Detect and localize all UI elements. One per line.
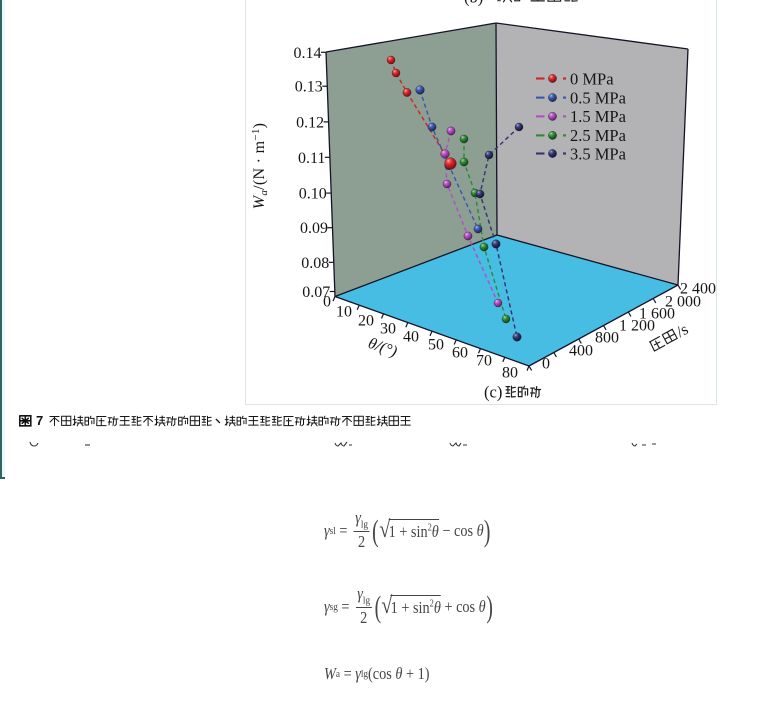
svg-text:0 MPa: 0 MPa (570, 69, 614, 88)
svg-text:0: 0 (323, 294, 331, 311)
svg-text:2 000: 2 000 (665, 294, 701, 311)
svg-text:1 200: 1 200 (619, 318, 655, 335)
svg-text:30: 30 (380, 321, 396, 338)
svg-text:0.12: 0.12 (296, 114, 324, 131)
svg-text:0.07: 0.07 (302, 284, 330, 301)
svg-text:2 400: 2 400 (680, 281, 716, 298)
svg-text:20: 20 (358, 313, 374, 330)
svg-text:0.09: 0.09 (300, 220, 328, 237)
svg-text:3.5 MPa: 3.5 MPa (570, 144, 627, 163)
svg-text:1 600: 1 600 (639, 306, 675, 323)
svg-text:0.10: 0.10 (299, 186, 327, 203)
svg-text:10: 10 (336, 304, 352, 321)
svg-text:θ/(°): θ/(°) (366, 335, 399, 361)
svg-text:2.5 MPa: 2.5 MPa (570, 126, 627, 145)
svg-text:40: 40 (403, 329, 419, 346)
svg-text:0.14: 0.14 (294, 45, 322, 62)
svg-text:0.13: 0.13 (295, 79, 323, 96)
svg-text:800: 800 (595, 330, 619, 347)
svg-text:0.11: 0.11 (298, 150, 325, 167)
svg-text:7: 7 (36, 413, 43, 428)
svg-text:80: 80 (502, 365, 518, 382)
svg-text:0: 0 (542, 356, 550, 373)
svg-text:Wa/(N · m−1): Wa/(N · m−1) (250, 123, 270, 210)
svg-text:400: 400 (569, 343, 593, 360)
svg-text:(b): (b) (464, 0, 483, 7)
svg-text:(c): (c) (484, 383, 502, 402)
svg-text:50: 50 (428, 337, 444, 354)
svg-text:0.5 MPa: 0.5 MPa (570, 88, 627, 107)
svg-text:1.5 MPa: 1.5 MPa (570, 107, 627, 126)
svg-text:70: 70 (476, 353, 492, 370)
svg-text:60: 60 (452, 345, 468, 362)
svg-text:0.08: 0.08 (301, 255, 329, 272)
